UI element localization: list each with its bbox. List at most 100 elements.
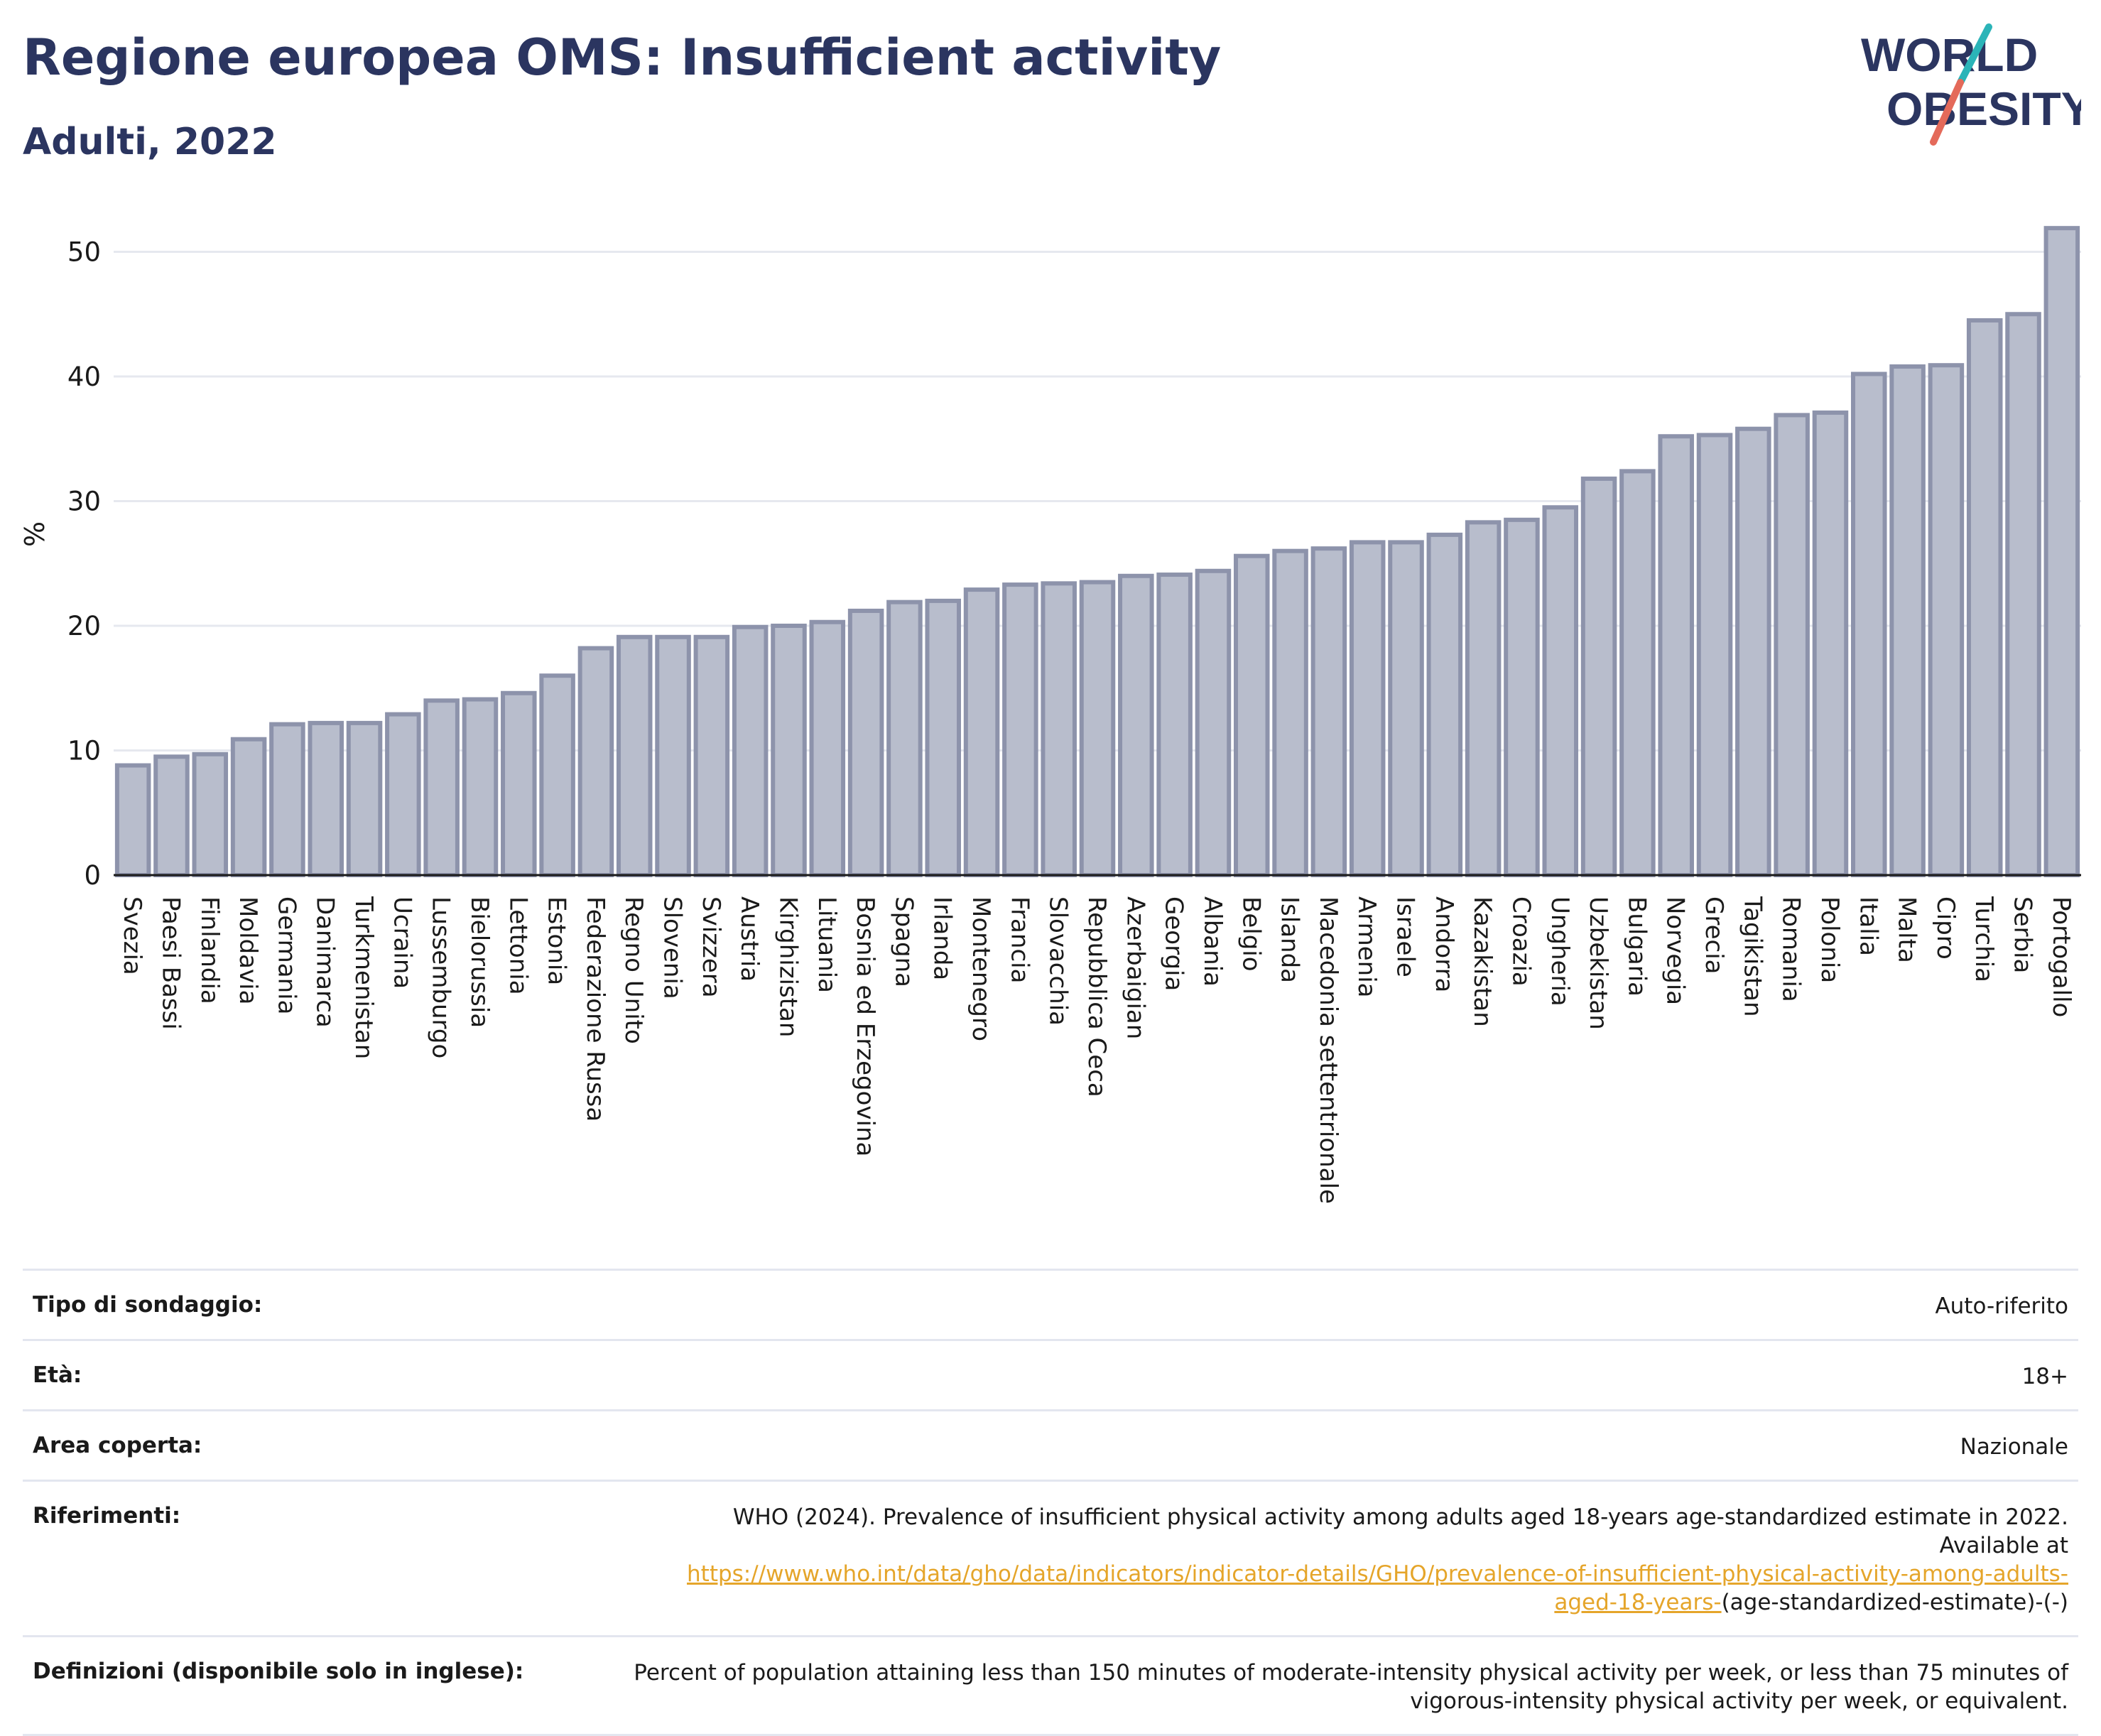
x-tick-label: Albania: [1198, 896, 1227, 987]
logo-line1: WORLD: [1861, 28, 2038, 81]
meta-label: Area coperta:: [33, 1433, 202, 1458]
bar: [1928, 363, 1965, 877]
bar: [1580, 476, 1617, 877]
bar: [308, 720, 344, 878]
bar: [501, 690, 537, 878]
bar: [1774, 413, 1810, 877]
meta-label: Età:: [33, 1362, 82, 1388]
meta-row-definitions: Definizioni (disponibile solo in inglese…: [23, 1637, 2078, 1736]
x-tick-label: Macedonia settentrionale: [1314, 896, 1342, 1204]
y-axis-label: %: [19, 521, 50, 547]
bar-chart: 0 10 20 30 40 50 Svezia Paesi Bassi Finlandia Mo…: [19, 226, 2081, 1204]
bar: [1889, 364, 1926, 877]
x-tick-label: Austria: [735, 896, 764, 982]
y-tick-label: 40: [67, 362, 101, 392]
metadata-table: Tipo di sondaggio: Auto-riferito Età: 18…: [23, 1269, 2078, 1736]
x-tick-label: Islanda: [1276, 896, 1304, 983]
bar: [1388, 540, 1424, 877]
x-tick-label: Turchia: [1970, 896, 1998, 982]
bar: [1310, 546, 1347, 877]
x-tick-label: Grecia: [1700, 896, 1728, 974]
bar: [1504, 517, 1540, 877]
bar: [925, 598, 962, 878]
x-tick-label: Uzbekistan: [1584, 896, 1612, 1030]
bar: [732, 624, 769, 877]
x-tick-label: Germania: [272, 896, 300, 1014]
bar: [847, 608, 884, 877]
bar: [771, 624, 807, 877]
meta-label: Tipo di sondaggio:: [33, 1292, 263, 1318]
x-tick-label: Kazakistan: [1468, 896, 1497, 1027]
bar: [963, 587, 1000, 877]
bar: [1696, 433, 1733, 877]
x-tick-label: Paesi Bassi: [156, 896, 185, 1030]
bar: [385, 712, 421, 877]
bar: [1851, 371, 1887, 877]
x-tick-label: Turkmenistan: [349, 896, 378, 1059]
x-tick-label: Romania: [1777, 896, 1806, 1002]
x-tick-label: Finlandia: [195, 896, 224, 1004]
x-tick-label: Slovacchia: [1044, 896, 1073, 1026]
reference-text: WHO (2024). Prevalence of insufficient p…: [732, 1504, 2068, 1558]
x-tick-label: Bosnia ed Erzegovina: [851, 896, 879, 1156]
x-tick-label: Georgia: [1160, 896, 1188, 991]
bar: [1542, 505, 1579, 877]
x-tick-label: Norvegia: [1661, 896, 1690, 1005]
x-tick-label: Kirghizistan: [773, 896, 802, 1037]
bar: [1619, 469, 1656, 877]
x-tick-label: Lussemburgo: [427, 896, 455, 1058]
world-obesity-logo: WORLD OBESITY: [1861, 23, 2081, 146]
y-tick-label: 10: [67, 736, 101, 766]
meta-value: Nazionale: [1960, 1434, 2068, 1460]
axis-layer: 0 10 20 30 40 50: [67, 237, 2081, 891]
x-tick-label: Malta: [1893, 896, 1921, 963]
bar: [616, 634, 653, 877]
bar: [1002, 582, 1038, 878]
x-tick-label: Croazia: [1506, 896, 1535, 987]
bar: [346, 720, 383, 878]
x-tick-label: Armenia: [1352, 896, 1381, 998]
bar: [1735, 426, 1771, 877]
bar: [1658, 434, 1694, 877]
logo-slash-upper: [1957, 23, 1992, 86]
x-tick-label: Slovenia: [658, 896, 687, 999]
chart-title: Regione europea OMS: Insufficient activi…: [23, 28, 1222, 87]
bar: [1079, 580, 1116, 877]
meta-value: 18+: [2021, 1364, 2068, 1389]
meta-row-references: Riferimenti: WHO (2024). Prevalence of i…: [23, 1482, 2078, 1637]
x-tick-label: Andorra: [1430, 896, 1458, 992]
x-tick-labels: Svezia Paesi Bassi Finlandia Moldavia German…: [118, 896, 2075, 1204]
bar: [1349, 540, 1386, 877]
x-tick-label: Irlanda: [928, 896, 957, 980]
x-tick-label: Israele: [1391, 896, 1420, 977]
bar: [693, 634, 730, 877]
bar: [2043, 226, 2080, 877]
bar: [192, 752, 229, 878]
reference-suffix: (age-standardized-estimate)-(-): [1721, 1590, 2068, 1615]
logo-slash-lower: [1930, 79, 1964, 146]
x-tick-label: Francia: [1005, 896, 1033, 983]
x-tick-label: Svizzera: [697, 896, 725, 998]
meta-row-age: Età: 18+: [23, 1341, 2078, 1411]
bar: [809, 619, 846, 877]
bar-layer: [114, 226, 2080, 878]
bar: [1233, 553, 1270, 877]
bar: [1966, 318, 2003, 877]
bar: [655, 634, 691, 877]
meta-value: Percent of population attaining less tha…: [634, 1660, 2068, 1714]
y-tick-label: 20: [67, 611, 101, 641]
bar: [577, 646, 614, 878]
x-tick-label: Ucraina: [388, 896, 416, 989]
y-tick-label: 0: [84, 860, 101, 891]
x-tick-label: Lettonia: [504, 896, 532, 995]
x-tick-label: Lituania: [813, 896, 841, 993]
x-tick-label: Estonia: [543, 896, 571, 985]
logo-line2: OBESITY: [1886, 82, 2081, 135]
bar: [1195, 568, 1232, 878]
x-tick-label: Moldavia: [234, 896, 262, 1004]
x-tick-label: Montenegro: [967, 896, 995, 1041]
reference-link[interactable]: https://www.who.int/data/gho/data/indica…: [687, 1561, 2068, 1615]
x-tick-label: Portogallo: [2047, 896, 2075, 1017]
meta-value-references: WHO (2024). Prevalence of insufficient p…: [634, 1503, 2068, 1617]
x-tick-label: Danimarca: [311, 896, 340, 1028]
